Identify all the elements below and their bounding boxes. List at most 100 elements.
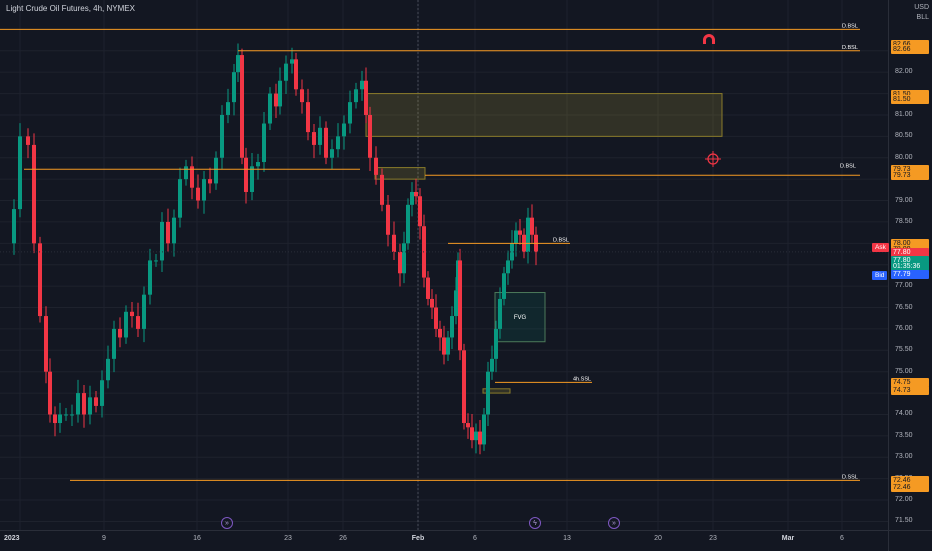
lightning-icon[interactable]: ϟ bbox=[529, 517, 541, 529]
candle-body bbox=[236, 55, 240, 73]
price-axis[interactable]: USD BLL 82.5082.0081.5081.0080.5080.0079… bbox=[888, 0, 932, 530]
candle-body bbox=[330, 149, 334, 158]
candle-body bbox=[294, 59, 298, 90]
candle-body bbox=[232, 72, 236, 103]
price-tick-label: 74.00 bbox=[895, 410, 913, 418]
candle-body bbox=[466, 423, 470, 428]
level-label: D.BSL bbox=[840, 163, 856, 169]
candle-body bbox=[53, 414, 57, 424]
candle-body bbox=[112, 328, 116, 359]
candle-body bbox=[208, 179, 212, 184]
time-tick-label: 16 bbox=[193, 535, 201, 542]
candle-body bbox=[202, 179, 206, 201]
candle-body bbox=[142, 294, 146, 329]
ask-label: Ask bbox=[872, 243, 889, 252]
candle-body bbox=[454, 290, 458, 317]
time-tick-label: 23 bbox=[284, 535, 292, 542]
candle-body bbox=[386, 204, 390, 235]
candle-body bbox=[462, 350, 466, 424]
time-axis[interactable]: 2023 9 16 23 26 Feb 6 13 20 23 Mar 6 bbox=[0, 530, 888, 551]
candle-body bbox=[64, 414, 68, 416]
candle-body bbox=[368, 114, 372, 158]
price-tag: 81.50 bbox=[891, 89, 929, 99]
candle-body bbox=[318, 127, 322, 145]
candle-body bbox=[220, 114, 224, 158]
level-label: 4h.SSL bbox=[573, 376, 591, 382]
price-tag: 82.66 bbox=[891, 39, 929, 49]
level-label: D.BSL bbox=[842, 23, 858, 29]
candle-body bbox=[506, 260, 510, 274]
time-tick-label: 2023 bbox=[4, 535, 20, 542]
candle-body bbox=[154, 260, 158, 262]
candle-body bbox=[470, 427, 474, 441]
candle-body bbox=[268, 93, 272, 124]
price-tag: 79.73 bbox=[891, 170, 929, 180]
candle-body bbox=[410, 191, 414, 205]
price-tick-label: 75.50 bbox=[895, 346, 913, 354]
level-label: D.BSL bbox=[842, 45, 858, 51]
symbol-title[interactable]: Light Crude Oil Futures, 4h, NYMEX bbox=[6, 4, 135, 13]
candle-body bbox=[446, 337, 450, 355]
price-chart[interactable]: FVG D.BSL D.BSL D.BSL D.BSL 4h.SSL D.SSL bbox=[0, 0, 888, 530]
candle-body bbox=[494, 328, 498, 359]
candle-body bbox=[324, 127, 328, 158]
candle-body bbox=[136, 316, 140, 329]
candle-body bbox=[458, 260, 462, 351]
magnet-icon bbox=[703, 34, 715, 44]
candle-body bbox=[278, 80, 282, 107]
candle-body bbox=[406, 204, 410, 244]
candle-body bbox=[58, 414, 62, 424]
candle-body bbox=[434, 307, 438, 329]
price-tick-label: 79.00 bbox=[895, 196, 913, 204]
candle-body bbox=[214, 157, 218, 184]
time-tick-label: 6 bbox=[473, 535, 477, 542]
price-tick-label: 71.50 bbox=[895, 517, 913, 525]
price-tick-label: 82.00 bbox=[895, 68, 913, 76]
bid-label: Bid bbox=[872, 271, 888, 280]
unit-label[interactable]: BLL bbox=[916, 14, 929, 21]
candle-body bbox=[226, 102, 230, 115]
candle-body bbox=[526, 217, 530, 252]
candle-body bbox=[418, 196, 422, 227]
candle-body bbox=[38, 243, 42, 317]
candle-body bbox=[300, 89, 304, 103]
time-tick-label: Mar bbox=[781, 535, 795, 542]
candle-body bbox=[256, 162, 260, 167]
time-tick-label: Feb bbox=[411, 535, 425, 542]
candle-body bbox=[474, 431, 478, 441]
candle-body bbox=[486, 371, 490, 415]
candle-body bbox=[530, 217, 534, 235]
forward-icon[interactable]: » bbox=[221, 517, 233, 529]
time-tick-label: 13 bbox=[563, 535, 571, 542]
zone-box bbox=[482, 388, 511, 394]
price-tag: 77.80 bbox=[891, 256, 929, 266]
candle-body bbox=[430, 298, 434, 308]
candle-body bbox=[450, 316, 454, 338]
candle-body bbox=[336, 136, 340, 150]
candle-body bbox=[32, 144, 36, 244]
price-tick-label: 77.00 bbox=[895, 282, 913, 290]
candle-body bbox=[94, 397, 98, 406]
candle-body bbox=[438, 328, 442, 338]
time-tick-label: 6 bbox=[840, 535, 844, 542]
candle-body bbox=[18, 136, 22, 210]
candle-body bbox=[172, 217, 176, 244]
candle-body bbox=[88, 397, 92, 415]
zone-label: FVG bbox=[514, 315, 527, 321]
price-tick-label: 78.50 bbox=[895, 217, 913, 225]
chart-area[interactable]: FVG D.BSL D.BSL D.BSL D.BSL 4h.SSL D.SSL Light… bbox=[0, 0, 888, 530]
price-tag: 01:35:36 bbox=[891, 262, 929, 271]
candle-body bbox=[250, 166, 254, 192]
candle-body bbox=[426, 277, 430, 299]
candle-body bbox=[380, 174, 384, 205]
candle-body bbox=[284, 63, 288, 81]
candle-body bbox=[364, 80, 368, 115]
forward-icon[interactable]: » bbox=[608, 517, 620, 529]
price-tick-label: 81.00 bbox=[895, 110, 913, 118]
zone-box bbox=[494, 292, 546, 343]
price-tag: 72.46 bbox=[891, 483, 929, 493]
price-tick-label: 80.00 bbox=[895, 153, 913, 161]
time-tick-label: 20 bbox=[654, 535, 662, 542]
candle-body bbox=[118, 328, 122, 338]
currency-label[interactable]: USD bbox=[914, 4, 929, 11]
